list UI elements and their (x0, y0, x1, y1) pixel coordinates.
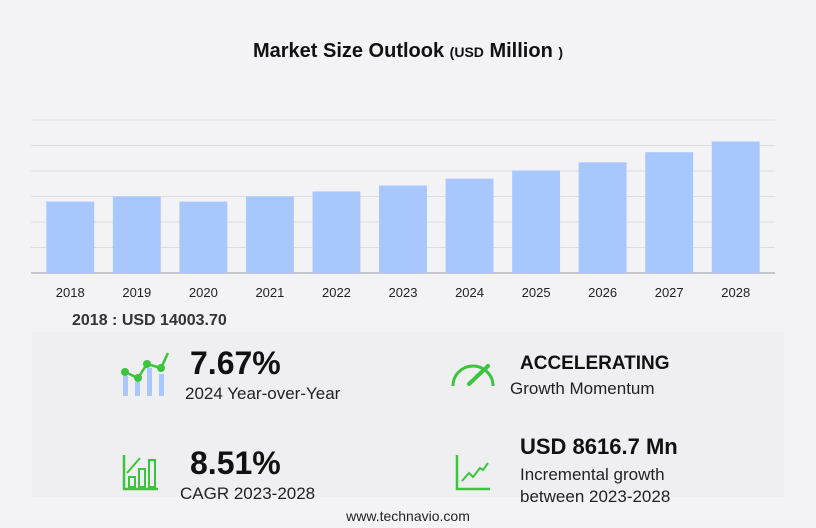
bar-2020 (179, 201, 228, 273)
x-tick-label: 2021 (255, 285, 284, 300)
bar-chart: 2018 2019 2020 2021 2022 2023 2024 2025 2026 2027… (31, 119, 775, 300)
x-tick-label: 2026 (588, 285, 617, 300)
x-tick-label: 2018 (56, 285, 85, 300)
momentum-value: ACCELERATING (520, 353, 670, 374)
stats-panel (32, 332, 784, 497)
x-tick-label: 2023 (389, 285, 418, 300)
x-tick-label: 2024 (455, 285, 484, 300)
bar-2022 (312, 191, 361, 273)
bar-2028 (711, 141, 760, 273)
chart-title: Market Size Outlook (USD Million ) (252, 40, 564, 62)
x-tick-label: 2019 (122, 285, 151, 300)
x-tick-label: 2020 (189, 285, 218, 300)
bar-chart-icon (122, 455, 158, 491)
bar-2027 (645, 152, 694, 273)
trend-line-icon (455, 455, 490, 491)
cagr-value: 8.51% (190, 445, 281, 481)
bar-2019 (112, 196, 161, 273)
incremental-label-2: between 2023-2028 (520, 487, 671, 506)
bar-2025 (512, 170, 561, 273)
bar-2026 (578, 162, 627, 273)
growth-chart-icon (121, 352, 170, 396)
yoy-label: 2024 Year-over-Year (185, 384, 341, 403)
bar-2023 (379, 185, 427, 273)
bar-2021 (245, 196, 294, 273)
footer-url: www.technavio.com (346, 508, 470, 524)
bar-2018 (46, 201, 95, 273)
yoy-value: 7.67% (190, 345, 281, 381)
x-tick-label: 2025 (522, 285, 551, 300)
cagr-label: CAGR 2023-2028 (180, 484, 316, 503)
x-tick-label: 2022 (322, 285, 351, 300)
incremental-value: USD 8616.7 Mn (520, 434, 678, 459)
base-year-value: 2018 : USD 14003.70 (72, 312, 227, 329)
x-tick-label: 2027 (655, 285, 684, 300)
incremental-label-1: Incremental growth (520, 465, 665, 484)
speedometer-icon (451, 364, 495, 387)
bar-2024 (445, 178, 494, 273)
x-tick-label: 2028 (721, 285, 750, 300)
momentum-label: Growth Momentum (510, 379, 655, 398)
